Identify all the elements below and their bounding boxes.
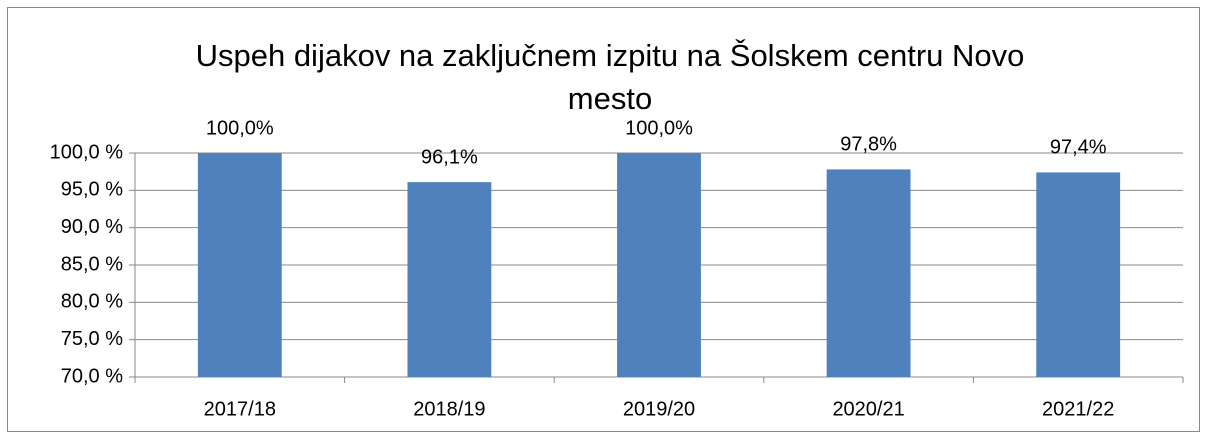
x-tick-label: 2020/21 bbox=[832, 398, 904, 420]
x-tick-label: 2018/19 bbox=[413, 398, 485, 420]
y-tick-label: 85,0 % bbox=[61, 253, 123, 275]
data-label: 96,1% bbox=[421, 146, 478, 168]
x-tick-label: 2019/20 bbox=[623, 398, 695, 420]
x-tick-label: 2021/22 bbox=[1042, 398, 1114, 420]
y-tick-label: 70,0 % bbox=[61, 365, 123, 387]
data-label: 97,4% bbox=[1050, 137, 1107, 159]
bar bbox=[826, 169, 911, 377]
data-label: 100,0% bbox=[625, 117, 693, 139]
x-tick-label: 2017/18 bbox=[204, 398, 276, 420]
bar bbox=[197, 153, 282, 377]
y-tick-label: 100,0 % bbox=[50, 141, 124, 163]
bar bbox=[617, 153, 701, 377]
bar bbox=[407, 182, 492, 377]
bar bbox=[1036, 172, 1121, 377]
data-label: 100,0% bbox=[206, 117, 274, 139]
data-label: 97,8% bbox=[840, 134, 897, 156]
y-tick-label: 90,0 % bbox=[61, 216, 123, 238]
chart-title: Uspeh dijakov na zaključnem izpitu na Šo… bbox=[195, 38, 1025, 116]
y-tick-label: 75,0 % bbox=[61, 328, 123, 350]
y-tick-label: 80,0 % bbox=[61, 291, 123, 313]
y-tick-label: 95,0 % bbox=[61, 179, 123, 201]
